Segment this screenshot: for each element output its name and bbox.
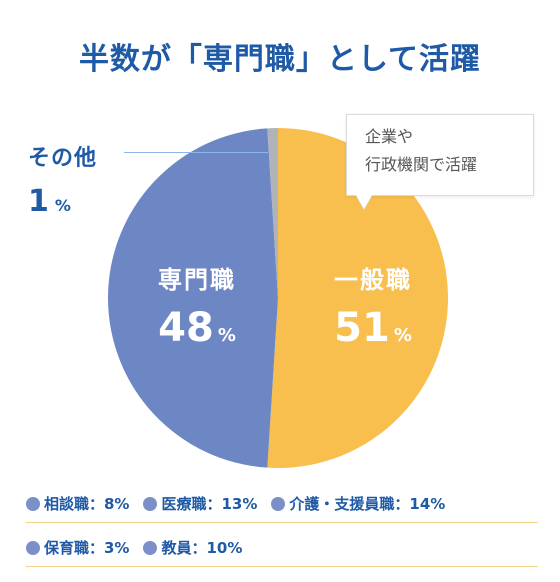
- label-ippan-value: 51: [334, 305, 390, 351]
- pie-slice-0: [267, 128, 448, 468]
- breakdown-item: 相談職：8%: [26, 493, 129, 514]
- label-senmon-name: 専門職: [158, 266, 236, 294]
- callout-tail: [356, 195, 372, 209]
- breakdown-item: 医療職：13%: [143, 493, 257, 514]
- bullet-dot-icon: [143, 540, 158, 555]
- callout-line1: 企業や: [365, 127, 414, 146]
- label-sonota-unit: %: [54, 196, 71, 215]
- breakdown-item: 保育職：3%: [26, 537, 129, 558]
- label-senmon-unit: %: [217, 325, 236, 346]
- pie-slice-1: [107, 128, 278, 468]
- breakdown-item-text: 医療職：13%: [161, 495, 258, 513]
- label-ippan: 一般職 51%: [318, 260, 428, 351]
- pie-slice-2: [267, 128, 278, 298]
- breakdown-list: 相談職：8% 医療職：13% 介護・支援員職：14% 保育職：3% 教員：10%: [26, 489, 538, 567]
- bullet-dot-icon: [26, 540, 40, 555]
- label-sonota: その他 1%: [28, 140, 97, 219]
- bullet-dot-icon: [26, 496, 40, 511]
- label-sonota-value: 1: [28, 184, 49, 219]
- leader-line: [124, 152, 268, 153]
- callout-box: 企業や 行政機関で活躍: [346, 114, 534, 196]
- label-ippan-unit: %: [393, 325, 412, 346]
- label-senmon-value: 48: [158, 305, 214, 351]
- breakdown-item-text: 保育職：3%: [44, 539, 130, 557]
- label-ippan-name: 一般職: [334, 266, 412, 294]
- breakdown-item: 教員：10%: [143, 537, 242, 558]
- breakdown-row-1: 相談職：8% 医療職：13% 介護・支援員職：14%: [26, 489, 538, 523]
- chart-title: 半数が「専門職」として活躍: [78, 42, 482, 77]
- bullet-dot-icon: [143, 496, 158, 511]
- breakdown-item-text: 介護・支援員職：14%: [289, 495, 446, 513]
- callout-line2: 行政機関で活躍: [365, 155, 478, 174]
- label-sonota-name: その他: [28, 146, 98, 171]
- breakdown-row-2: 保育職：3% 教員：10%: [26, 533, 538, 567]
- breakdown-item: 介護・支援員職：14%: [271, 493, 445, 514]
- label-senmon: 専門職 48%: [142, 260, 252, 351]
- breakdown-item-text: 教員：10%: [161, 539, 243, 557]
- bullet-dot-icon: [271, 496, 286, 511]
- breakdown-item-text: 相談職：8%: [44, 495, 130, 513]
